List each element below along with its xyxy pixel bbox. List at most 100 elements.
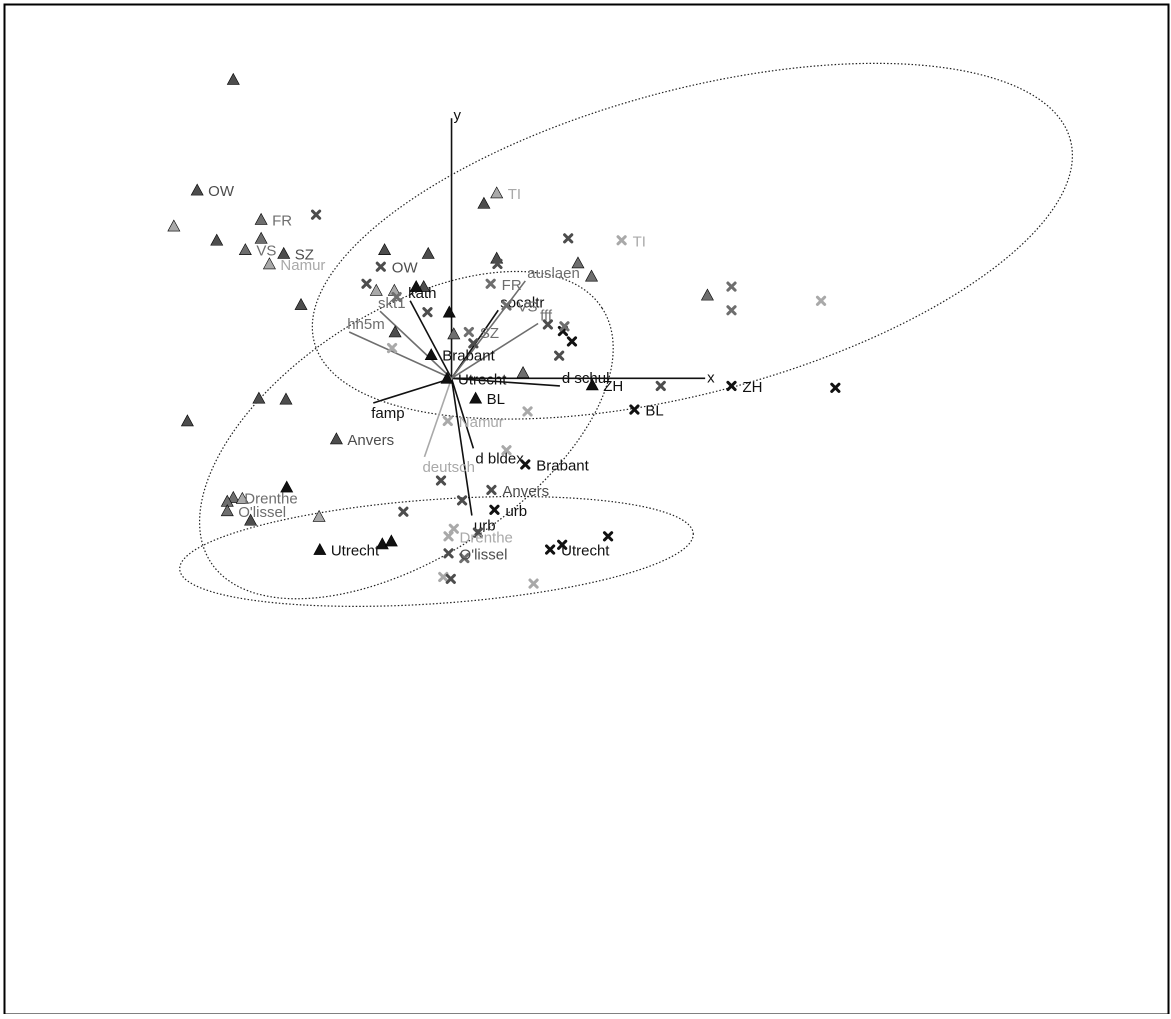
vector-label-8: skt1 (378, 295, 406, 312)
cross-marker-24 (629, 404, 640, 415)
vector-label-12: deutsch (422, 459, 475, 476)
point-label-1-1: OW (392, 260, 419, 277)
triangle-marker-37 (235, 491, 249, 504)
triangle-marker-29 (585, 378, 599, 391)
triangle-marker-30 (252, 391, 266, 404)
point-label-0-19: Brabant (442, 348, 495, 365)
cross-marker-30 (486, 484, 497, 496)
triangle-marker-5 (254, 231, 268, 244)
vector-line-2 (409, 300, 453, 379)
triangle-marker-1 (190, 183, 204, 196)
cross-marker-10 (386, 342, 398, 354)
vector-label-1: y (454, 107, 462, 124)
vector-line-4 (373, 377, 452, 404)
cluster-ellipse-1 (198, 270, 614, 600)
cross-marker-5 (485, 278, 496, 289)
cross-marker-21 (815, 295, 827, 306)
triangle-marker-25 (571, 256, 585, 269)
cross-marker-15 (559, 321, 570, 332)
cross-marker-17 (554, 350, 565, 361)
point-label-1-5: FR (502, 277, 522, 294)
cross-marker-23 (830, 382, 841, 393)
vector-label-4: famp (371, 405, 404, 422)
point-label-1-8: SZ (480, 325, 499, 342)
triangle-marker-31 (279, 392, 293, 405)
triangle-marker-26 (585, 269, 599, 282)
point-label-1-12: TI (633, 233, 646, 250)
vector-line-10 (450, 280, 526, 379)
point-label-0-4: FR (272, 212, 292, 229)
triangle-marker-34 (280, 480, 294, 493)
vector-line-11 (451, 322, 539, 380)
cross-marker-33 (489, 504, 500, 515)
cross-marker-0 (310, 209, 322, 220)
cross-marker-13 (542, 319, 553, 330)
point-label-0-8: Namur (280, 257, 325, 274)
point-label-1-26: Namur (459, 414, 504, 431)
vector-label-7: d schul (562, 370, 610, 387)
triangle-marker-3 (210, 233, 224, 246)
cluster-ellipses (179, 62, 1073, 607)
data-points (167, 72, 841, 589)
cross-marker-39 (602, 531, 614, 542)
cross-marker-7 (422, 307, 433, 318)
cross-marker-19 (726, 281, 737, 292)
cross-marker-2 (361, 278, 372, 289)
triangle-marker-32 (180, 414, 194, 427)
vector-line-12 (423, 378, 453, 458)
triangle-marker-39 (244, 513, 258, 526)
cross-marker-28 (520, 459, 531, 470)
point-label-1-6: VS (517, 299, 537, 316)
vector-line-6 (450, 378, 475, 449)
point-label-0-33: Anvers (347, 432, 394, 449)
cross-marker-44 (528, 578, 539, 589)
triangle-marker-7 (277, 246, 291, 259)
point-label-1-33: urb (505, 503, 527, 520)
cross-marker-41 (459, 552, 470, 564)
vector-line-8 (379, 310, 453, 379)
triangle-marker-9 (294, 297, 308, 310)
triangle-marker-6 (238, 243, 252, 256)
triangle-marker-18 (447, 327, 461, 340)
cross-marker-38 (557, 539, 568, 550)
cross-marker-4 (492, 258, 503, 270)
point-label-1-37: Utrecht (561, 543, 610, 560)
cross-marker-22 (726, 380, 737, 392)
triangle-marker-40 (312, 509, 326, 522)
vector-line-9 (348, 331, 452, 380)
vector-label-6: d bldex (475, 450, 524, 467)
triangle-marker-15 (369, 283, 383, 296)
cross-marker-37 (545, 544, 556, 555)
point-label-1-35: Drenthe (460, 529, 513, 546)
cross-marker-27 (501, 445, 512, 456)
point-label-1-30: Anvers (502, 483, 549, 500)
triangle-marker-17 (442, 305, 456, 318)
cross-marker-40 (443, 548, 454, 559)
cross-marker-36 (472, 527, 483, 538)
cross-marker-18 (655, 380, 666, 392)
point-label-0-23: TI (508, 186, 521, 203)
vector-label-9: hh5m (347, 316, 385, 333)
vector-label-0: x (707, 369, 715, 386)
point-label-0-41: Utrecht (331, 543, 380, 560)
triangle-marker-13 (409, 279, 423, 292)
point-label-0-38: O'lissel (238, 504, 286, 521)
triangle-marker-0 (226, 72, 240, 85)
cross-marker-3 (391, 291, 402, 303)
triangle-marker-4 (254, 212, 268, 225)
triangle-marker-21 (469, 391, 483, 404)
cross-marker-42 (438, 571, 449, 583)
triangle-marker-43 (384, 534, 398, 547)
cross-marker-35 (443, 531, 454, 542)
cross-marker-11 (563, 233, 574, 244)
triangle-marker-8 (262, 257, 276, 270)
triangle-marker-41 (313, 542, 327, 555)
point-label-1-22: ZH (742, 379, 762, 396)
cross-marker-20 (726, 305, 737, 316)
cross-marker-32 (398, 506, 409, 517)
plot-border (3, 3, 1170, 1016)
cross-marker-26 (442, 415, 453, 427)
point-label-0-6: VS (256, 243, 276, 260)
cross-marker-12 (616, 235, 627, 246)
